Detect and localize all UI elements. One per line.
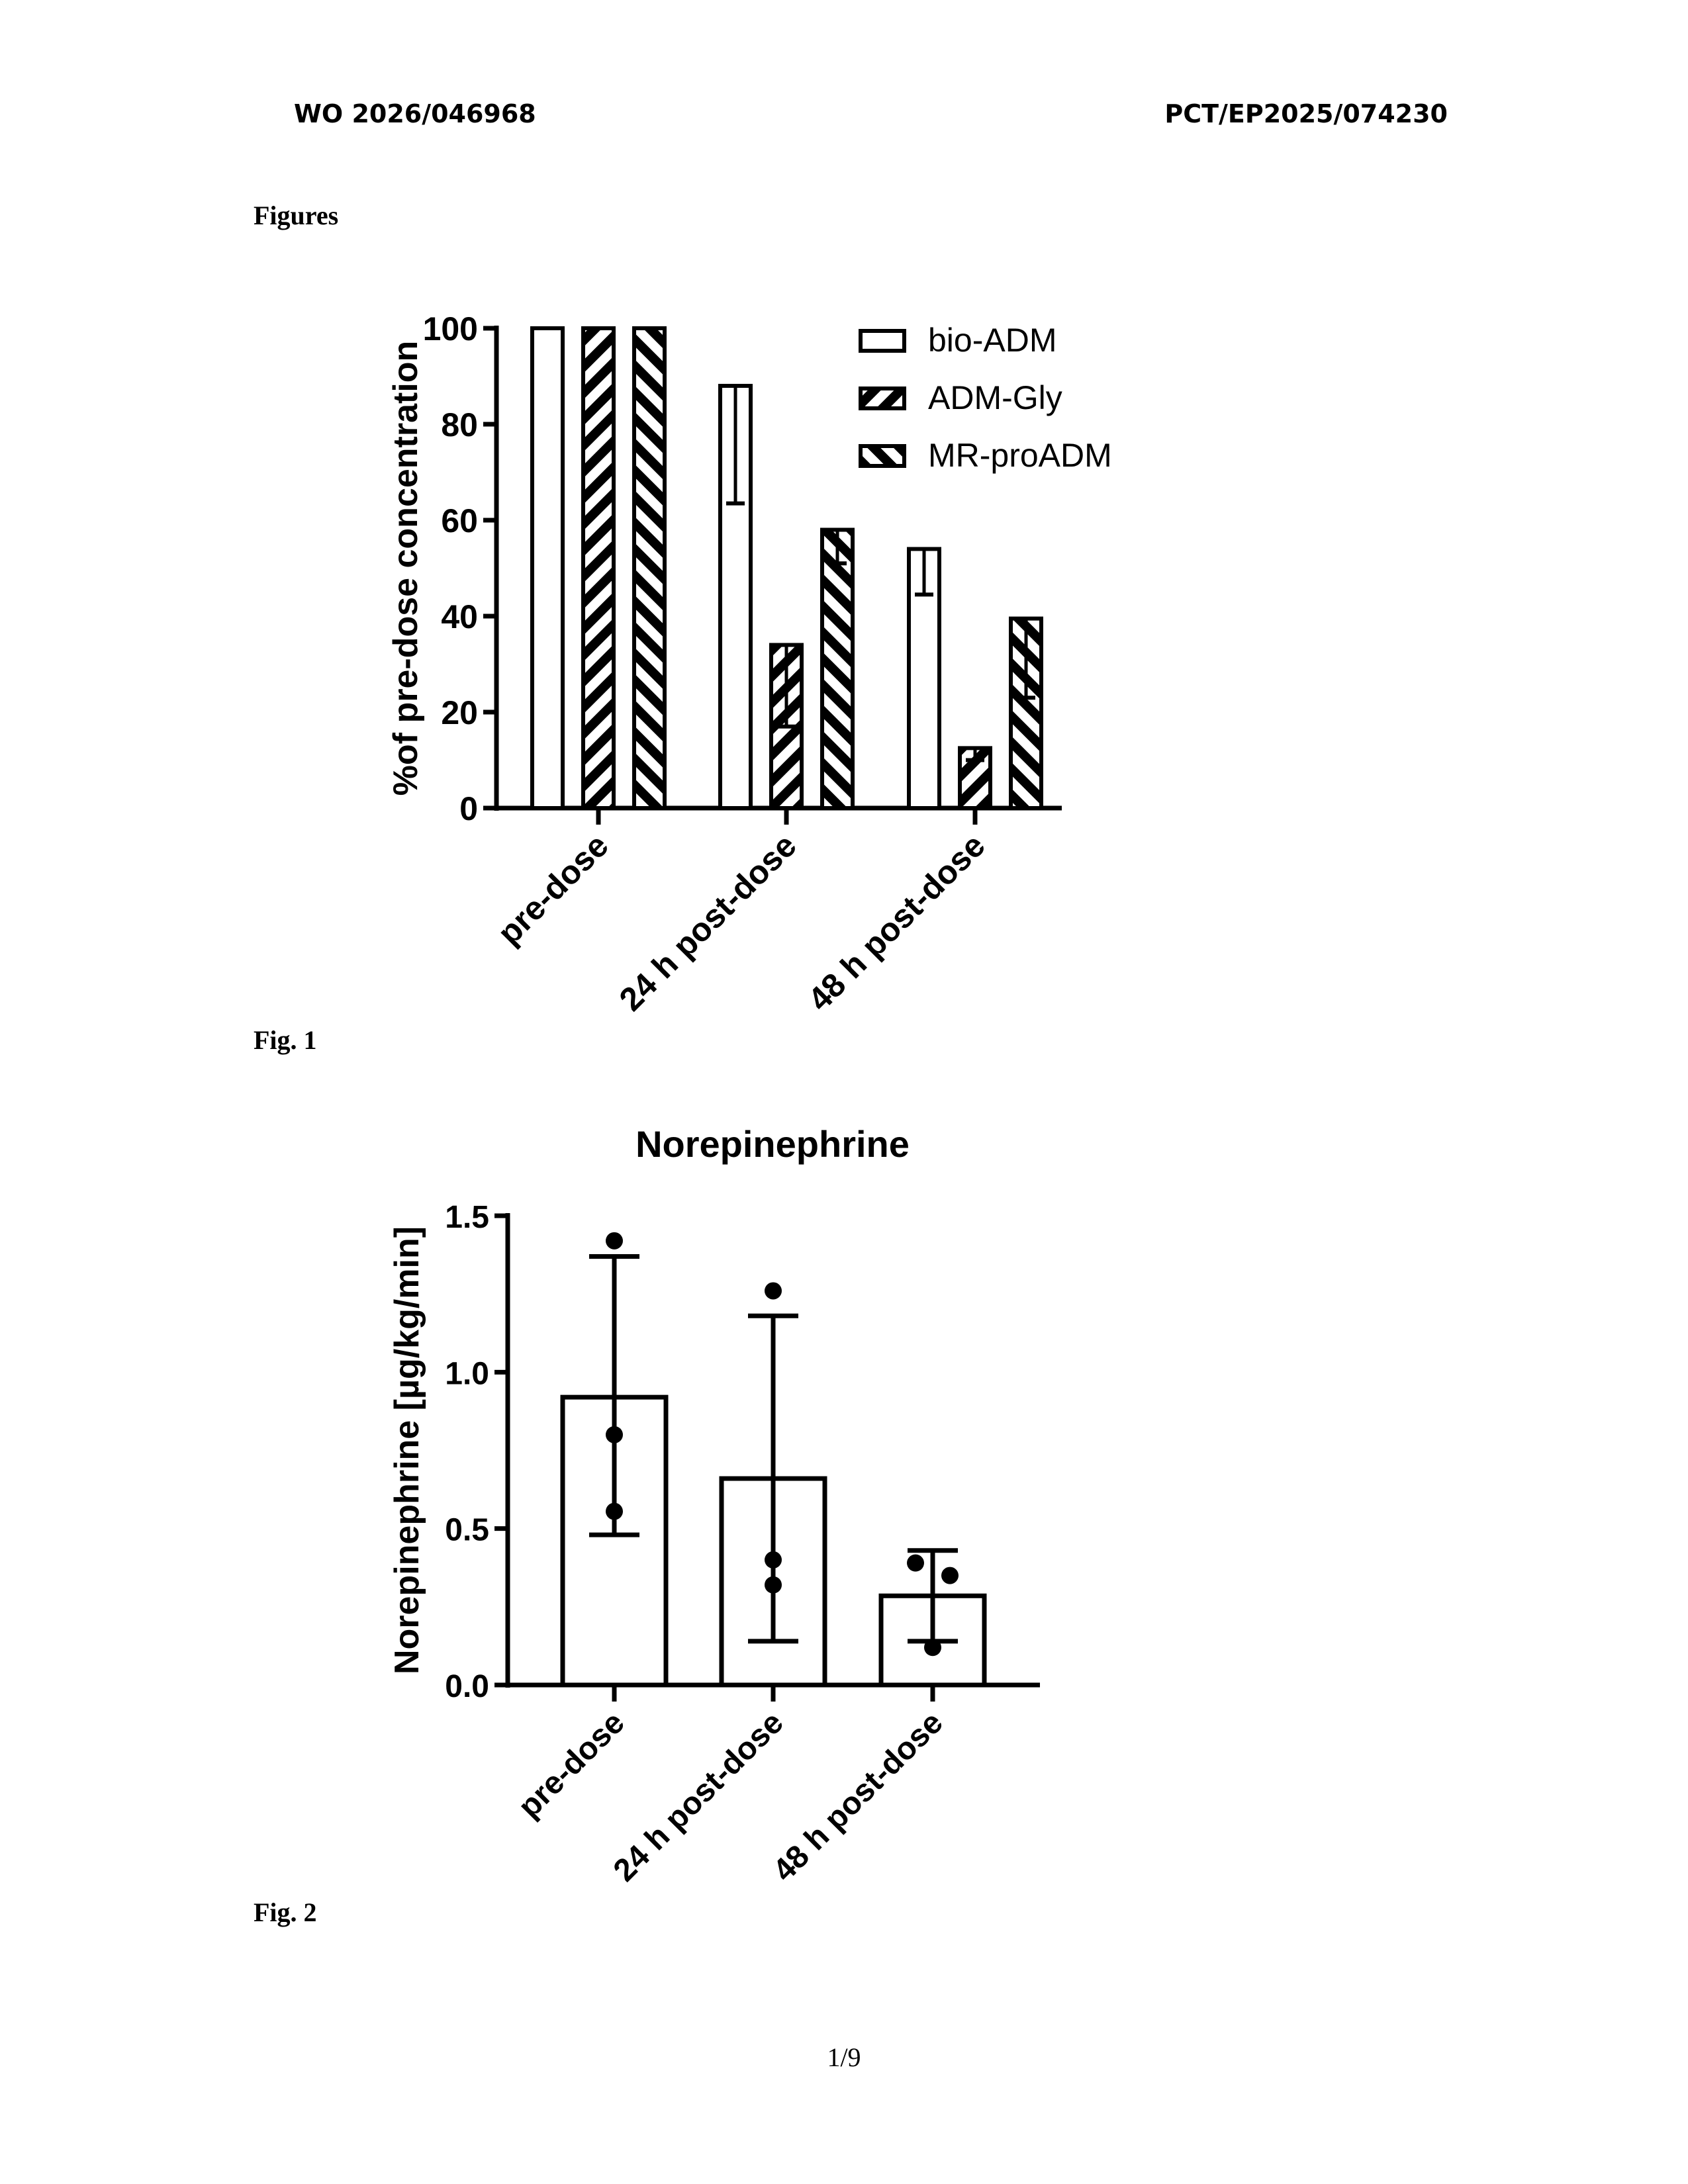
section-title: Figures <box>254 201 339 230</box>
fig2-title: Norepinephrine <box>635 1123 910 1165</box>
publication-number: WO 2026/046968 <box>294 99 536 128</box>
legend-label: MR-proADM <box>928 437 1112 474</box>
fig2-y-tick-label: 1.0 <box>445 1356 489 1391</box>
fig2-x-tick-label: pre-dose <box>512 1705 632 1825</box>
fig2-y-tick-label: 1.5 <box>445 1200 489 1235</box>
fig2-data-point <box>907 1554 924 1572</box>
fig2-data-point <box>765 1551 782 1569</box>
fig2-data-point <box>765 1576 782 1594</box>
fig2-data-point <box>606 1232 623 1250</box>
fig1-y-tick-label: 60 <box>441 502 478 539</box>
fig1-y-axis-label: %of pre-dose concentration <box>387 341 425 796</box>
legend-swatch-bio-adm <box>859 329 906 353</box>
fig2-data-point <box>765 1282 782 1300</box>
legend-swatch-mr-proadm <box>859 444 906 468</box>
legend-label: ADM-Gly <box>928 379 1062 416</box>
fig1-y-tick-label: 20 <box>441 694 478 731</box>
fig1-y-tick-label: 0 <box>459 790 478 827</box>
fig2-data-point <box>924 1639 941 1657</box>
fig1-y-tick-label: 100 <box>423 310 478 347</box>
application-number: PCT/EP2025/074230 <box>1164 99 1448 128</box>
fig2-caption: Fig. 2 <box>254 1897 317 1927</box>
fig1-y-tick-label: 40 <box>441 598 478 635</box>
page-number: 1/9 <box>827 2042 861 2072</box>
fig1-x-tick-label: 48 h post-dose <box>801 827 992 1018</box>
fig2-y-tick-label: 0.0 <box>445 1669 489 1704</box>
fig2-data-point <box>941 1567 959 1584</box>
fig1-bar-adm-gly <box>581 326 616 810</box>
legend-swatch-adm-gly <box>859 387 906 410</box>
fig1-bar-mr-proadm <box>632 326 667 810</box>
fig1-x-tick-label: pre-dose <box>491 827 616 952</box>
fig1-bar-mr-proadm <box>820 527 855 810</box>
fig2-y-tick-label: 0.5 <box>445 1513 489 1548</box>
fig1-x-tick-label: 24 h post-dose <box>612 827 804 1018</box>
fig2-y-axis-label: Norepinephrine [µg/kg/min] <box>388 1226 426 1674</box>
fig2-x-tick-label: 24 h post-dose <box>607 1705 790 1888</box>
fig2-x-tick-label: 48 h post-dose <box>767 1705 950 1888</box>
legend-label: bio-ADM <box>928 322 1056 359</box>
fig1-bar-bio-adm <box>530 326 565 810</box>
fig2-data-point <box>606 1502 623 1520</box>
fig1-y-tick-label: 80 <box>441 406 478 443</box>
fig2-data-point <box>606 1426 623 1443</box>
fig1-caption: Fig. 1 <box>254 1025 317 1055</box>
